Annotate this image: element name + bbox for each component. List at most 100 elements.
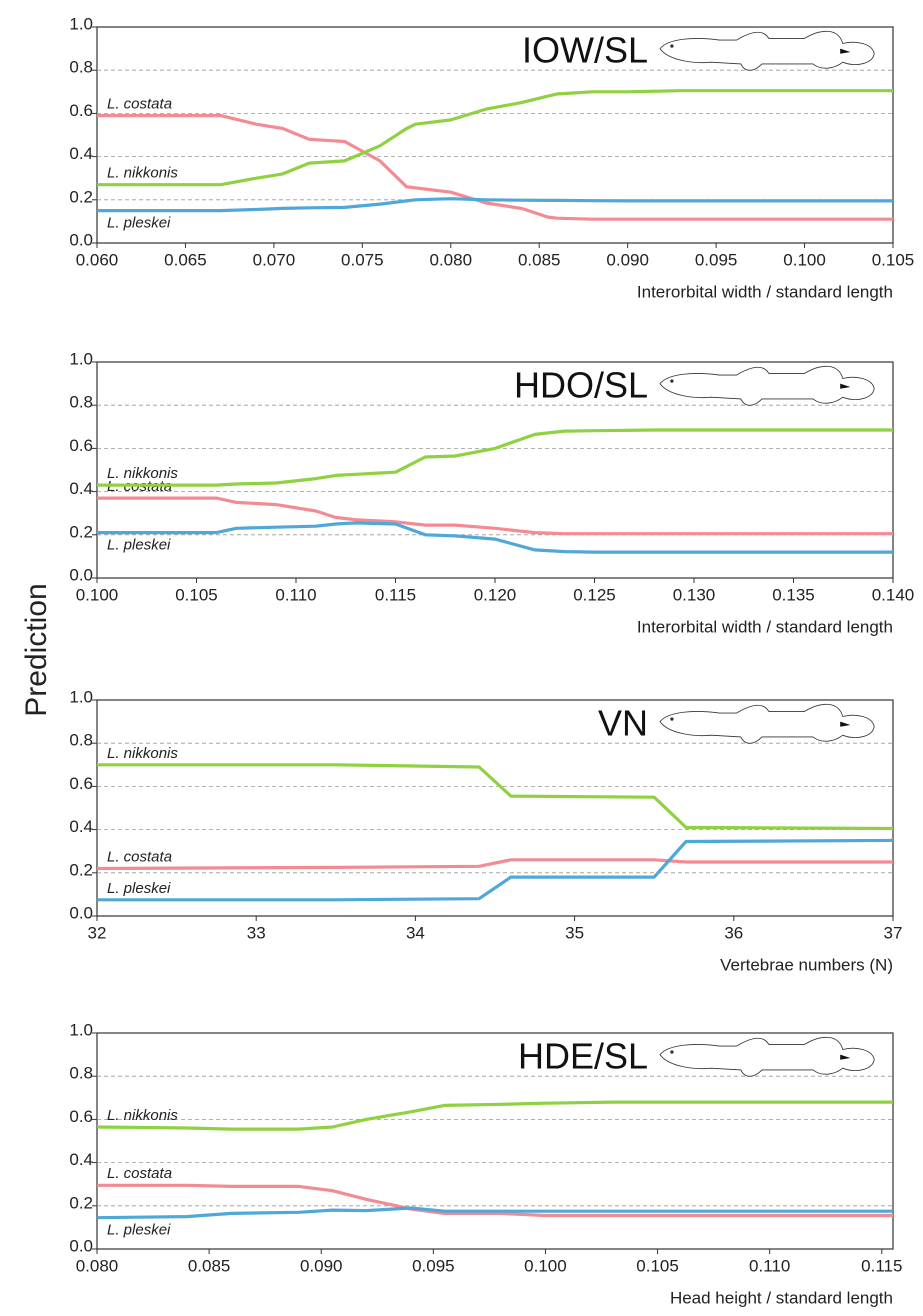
title: IOW/SL — [522, 30, 648, 71]
x-tick-label: 34 — [406, 923, 425, 942]
series-label: L. pleskei — [107, 880, 171, 897]
fish-icon — [659, 703, 875, 744]
y-tick-label: 0.0 — [69, 903, 93, 922]
series-label: L. nikkonis — [107, 1107, 178, 1124]
x-tick-label: 33 — [247, 923, 266, 942]
series-label: L. nikkonis — [107, 465, 178, 482]
y-tick-label: 1.0 — [69, 1020, 93, 1039]
title: HDO/SL — [514, 365, 648, 406]
x-tick-label: 0.110 — [749, 1256, 790, 1275]
y-tick-label: 0.8 — [69, 731, 93, 750]
x-tick-label: 0.105 — [175, 585, 218, 604]
y-tick-label: 0.8 — [69, 393, 93, 412]
plot-frame — [96, 26, 894, 244]
series-label: L. costata — [107, 96, 172, 113]
title: VN — [598, 703, 648, 744]
x-tick-label: 0.100 — [76, 585, 119, 604]
y-tick-label: 0.4 — [69, 1150, 93, 1169]
y-tick-label: 0.2 — [69, 860, 93, 879]
series-line — [97, 114, 893, 221]
series-line — [97, 428, 893, 487]
x-tick-label: 0.100 — [783, 250, 826, 269]
x-tick-label: 0.075 — [341, 250, 384, 269]
series-line — [97, 496, 893, 536]
y-tick-label: 0.2 — [69, 522, 93, 541]
x-tick-label: 0.105 — [636, 1256, 679, 1275]
series-line — [97, 1183, 893, 1218]
y-tick-label: 0.6 — [69, 774, 93, 793]
y-tick-label: 0.6 — [69, 1107, 93, 1126]
y-tick-label: 0.0 — [69, 565, 93, 584]
x-tick-label: 0.125 — [573, 585, 616, 604]
panel: 0.0 0.2 0.4 0.6 0.8 1.0 0.060 0.065 0.070 0.075 0.… — [69, 14, 914, 301]
x-tick-label: 37 — [884, 923, 903, 942]
x-tick-label: 0.085 — [518, 250, 561, 269]
series-line — [97, 521, 893, 554]
series-line — [96, 1100, 893, 1131]
x-tick-label: 0.065 — [164, 250, 207, 269]
y-tick-label: 1.0 — [69, 14, 93, 33]
series-label: L. pleskei — [107, 215, 171, 232]
y-tick-label: 0.8 — [69, 58, 93, 77]
x-tick-label: 0.085 — [188, 1256, 231, 1275]
y-tick-label: 1.0 — [69, 349, 93, 368]
x-tick-label: 36 — [724, 923, 743, 942]
series-label: L. nikkonis — [107, 745, 178, 762]
x-tick-label: 0.090 — [300, 1256, 343, 1275]
y-tick-label: 0.0 — [69, 230, 93, 249]
y-tick-label: 0.4 — [69, 479, 93, 498]
x-axis-label: Vertebrae numbers (N) — [720, 955, 893, 974]
y-tick-label: 0.6 — [69, 436, 93, 455]
x-tick-label: 0.060 — [76, 250, 119, 269]
panel: 0.0 0.2 0.4 0.6 0.8 1.0 32 33 34 35 36 37 Vertebrae … — [69, 687, 902, 974]
series-label: L. nikkonis — [107, 165, 178, 182]
x-tick-label: 0.120 — [474, 585, 517, 604]
series-label: L. pleskei — [107, 1222, 171, 1239]
x-tick-label: 0.095 — [695, 250, 738, 269]
x-tick-label: 0.095 — [412, 1256, 455, 1275]
panel: 0.0 0.2 0.4 0.6 0.8 1.0 0.080 0.085 0.090 0.095 0.… — [69, 1020, 902, 1307]
y-tick-label: 0.2 — [69, 187, 93, 206]
y-tick-label: 0.6 — [69, 101, 93, 120]
x-tick-label: 0.070 — [253, 250, 296, 269]
series-label: L. costata — [107, 1165, 172, 1182]
plot-frame — [96, 1032, 894, 1250]
series-line — [97, 197, 893, 213]
fish-icon — [659, 30, 875, 71]
y-tick-label: 0.8 — [69, 1064, 93, 1083]
series-line — [97, 763, 894, 831]
x-tick-label: 0.115 — [375, 585, 416, 604]
panel: 0.0 0.2 0.4 0.6 0.8 1.0 0.100 0.105 0.110 0.115 0.… — [69, 349, 914, 636]
x-axis-label: Interorbital width / standard length — [637, 282, 893, 301]
x-tick-label: 0.090 — [606, 250, 649, 269]
y-tick-label: 1.0 — [69, 687, 93, 706]
y-tick-label: 0.0 — [69, 1236, 93, 1255]
plot-frame — [96, 699, 894, 917]
x-tick-label: 32 — [88, 923, 107, 942]
x-tick-label: 0.110 — [275, 585, 316, 604]
series-line — [97, 838, 894, 902]
series-label: L. costata — [107, 848, 172, 865]
y-tick-label: 0.4 — [69, 144, 93, 163]
y-axis-label: Prediction — [20, 583, 53, 716]
x-tick-label: 0.100 — [524, 1256, 567, 1275]
x-tick-label: 0.130 — [673, 585, 716, 604]
x-tick-label: 0.115 — [861, 1256, 902, 1275]
series-line — [96, 858, 893, 871]
x-tick-label: 0.135 — [772, 585, 815, 604]
x-axis-label: Head height / standard length — [670, 1288, 893, 1307]
series-line — [97, 89, 893, 187]
title: HDE/SL — [518, 1036, 648, 1077]
fish-icon — [659, 365, 875, 406]
series-label: L. pleskei — [107, 537, 171, 554]
x-axis-label: Interorbital width / standard length — [637, 617, 893, 636]
series-line — [96, 1206, 893, 1220]
x-tick-label: 35 — [565, 923, 584, 942]
y-tick-label: 0.2 — [69, 1193, 93, 1212]
x-tick-label: 0.080 — [430, 250, 473, 269]
x-tick-label: 0.140 — [872, 585, 915, 604]
x-tick-label: 0.080 — [76, 1256, 119, 1275]
y-tick-label: 0.4 — [69, 817, 93, 836]
x-tick-label: 0.105 — [872, 250, 915, 269]
